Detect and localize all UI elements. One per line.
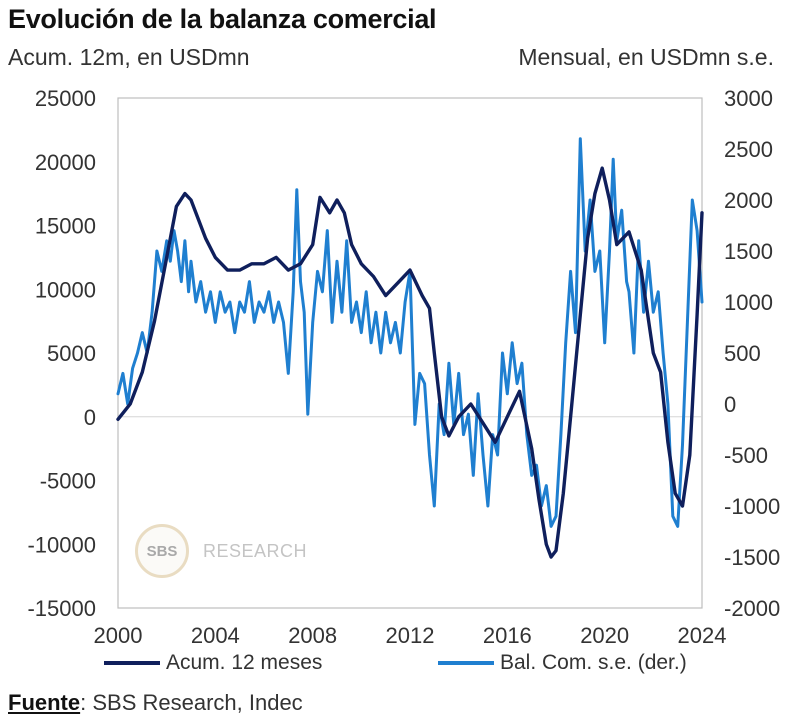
source-note: Fuente: SBS Research, Indec bbox=[8, 690, 303, 716]
y-right-tick-label: 2500 bbox=[724, 137, 773, 162]
legend-label-bal: Bal. Com. s.e. (der.) bbox=[500, 651, 687, 674]
y-right-tick-label: 2000 bbox=[724, 188, 773, 213]
y-right-tick-label: -2000 bbox=[724, 596, 780, 621]
source-text: : SBS Research, Indec bbox=[80, 690, 303, 715]
y-left-tick-label: -5000 bbox=[40, 469, 96, 494]
x-tick-label: 2016 bbox=[483, 623, 532, 648]
sbs-logo: SBS bbox=[135, 524, 189, 578]
y-left-tick-label: 0 bbox=[84, 405, 96, 430]
y-right-tick-label: -1000 bbox=[724, 494, 780, 519]
left-axis-ticks: 25000 20000 15000 10000 5000 0 -5000 -10000 -150… bbox=[27, 86, 96, 621]
y-right-tick-label: -500 bbox=[724, 443, 768, 468]
y-right-tick-label: 0 bbox=[724, 392, 736, 417]
chart-title: Evolución de la balanza comercial bbox=[8, 4, 437, 34]
y-left-tick-label: -10000 bbox=[27, 532, 96, 557]
y-left-tick-label: 10000 bbox=[35, 277, 96, 302]
source-label: Fuente bbox=[8, 690, 81, 715]
y-left-tick-label: -15000 bbox=[27, 596, 96, 621]
y-left-tick-label: 5000 bbox=[47, 341, 96, 366]
x-tick-label: 2024 bbox=[678, 623, 727, 648]
x-tick-label: 2008 bbox=[288, 623, 337, 648]
watermark: SBS RESEARCH bbox=[135, 524, 307, 578]
y-right-tick-label: 500 bbox=[724, 341, 761, 366]
x-tick-label: 2012 bbox=[386, 623, 435, 648]
y-left-tick-label: 25000 bbox=[35, 86, 96, 111]
plot-frame bbox=[117, 97, 703, 609]
y-right-tick-label: 1000 bbox=[724, 290, 773, 315]
legend-item-bal: Bal. Com. s.e. (der.) bbox=[438, 651, 687, 675]
x-axis-ticks: 2000 2004 2008 2012 2016 2020 2024 bbox=[94, 623, 727, 648]
y-left-tick-label: 20000 bbox=[35, 150, 96, 175]
series-line-bal bbox=[116, 137, 704, 528]
legend-swatch-bal bbox=[438, 661, 494, 665]
series-line-acum bbox=[116, 166, 704, 559]
left-axis-unit: Acum. 12m, en USDmn bbox=[8, 44, 250, 70]
y-left-tick-label: 15000 bbox=[35, 214, 96, 239]
x-tick-label: 2004 bbox=[191, 623, 240, 648]
right-axis-unit: Mensual, en USDmn s.e. bbox=[518, 44, 774, 70]
y-right-tick-label: -1500 bbox=[724, 545, 780, 570]
right-axis-ticks: 3000 2500 2000 1500 1000 500 0 -500 -1000 -1500 -2… bbox=[724, 86, 780, 621]
series-layer bbox=[116, 137, 704, 559]
legend-swatch-acum bbox=[104, 661, 160, 665]
x-tick-label: 2020 bbox=[580, 623, 629, 648]
watermark-text: RESEARCH bbox=[203, 540, 308, 561]
legend-item-acum: Acum. 12 meses bbox=[104, 651, 322, 675]
y-right-tick-label: 1500 bbox=[724, 239, 773, 264]
legend-label-acum: Acum. 12 meses bbox=[166, 651, 323, 674]
y-right-tick-label: 3000 bbox=[724, 86, 773, 111]
x-tick-label: 2000 bbox=[94, 623, 143, 648]
